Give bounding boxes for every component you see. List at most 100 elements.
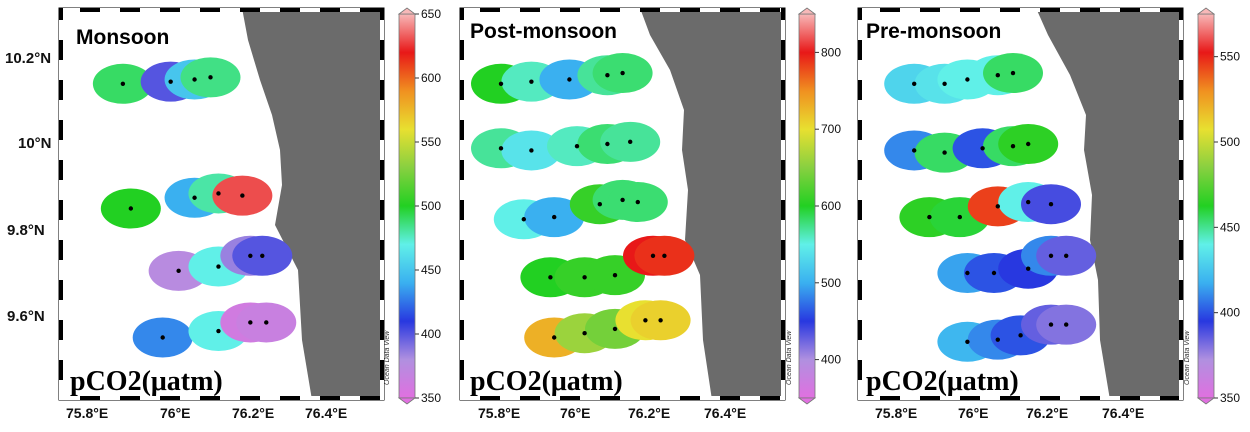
frame-ticks-left xyxy=(858,8,862,400)
colorbar-tick-label: 500 xyxy=(1220,135,1240,149)
colorbar: 650 600 550 500 450 400 350 xyxy=(397,7,441,405)
station-dot xyxy=(628,139,633,145)
station-dot xyxy=(521,217,526,222)
station-dot xyxy=(120,81,126,87)
map-panel-pre-monsoon: Pre-monsoon pCO2(μatm) 75.8°E 76°E 76.2°… xyxy=(857,7,1240,421)
colorbar-tick-label: 550 xyxy=(1220,50,1240,64)
station-dot xyxy=(260,253,265,258)
colorbar-tick-label: 650 xyxy=(421,7,441,21)
colorbar-tick-label: 350 xyxy=(421,391,441,405)
station-dot xyxy=(995,337,1000,342)
station-dot xyxy=(176,268,181,274)
odv-watermark: Ocean Data View xyxy=(786,330,793,385)
station-dot xyxy=(650,253,656,258)
lon-label-76.4: 76.4°E xyxy=(1102,405,1144,421)
colorbar: 550 500 450 400 350 xyxy=(1196,7,1240,405)
station-dot xyxy=(612,326,618,332)
lon-label-76.0: 76°E xyxy=(958,405,989,421)
station-dot xyxy=(620,197,625,203)
colorbar-gradient xyxy=(1197,13,1215,399)
frame-ticks-right xyxy=(380,8,384,400)
panel-title: Monsoon xyxy=(76,26,169,49)
lon-label-76.0: 76°E xyxy=(160,405,191,421)
coastline-land xyxy=(1036,8,1183,400)
station-dot xyxy=(942,81,947,87)
station-dot xyxy=(942,150,947,155)
colorbar-tick-label: 600 xyxy=(421,71,441,85)
colorbar-tick-label: 450 xyxy=(421,263,441,277)
station-dot xyxy=(612,272,618,278)
station-dot xyxy=(1026,266,1031,271)
station-dot xyxy=(192,77,197,82)
latitude-axis-labels: 10.2°N 10°N 9.8°N 9.6°N xyxy=(5,50,52,325)
colorbar-tick-label: 700 xyxy=(821,122,841,136)
frame-ticks-bottom xyxy=(59,396,384,400)
station-dot xyxy=(552,214,557,220)
station-dot xyxy=(160,335,165,340)
station-dot xyxy=(1064,322,1069,327)
lon-label-76.0: 76°E xyxy=(560,405,591,421)
lon-label-75.8: 75.8°E xyxy=(66,405,108,421)
station-dot xyxy=(168,79,173,84)
lon-label-75.8: 75.8°E xyxy=(875,405,917,421)
station-dot xyxy=(980,146,985,151)
station-dot xyxy=(574,143,580,149)
station-blobs xyxy=(471,53,695,358)
station-dot xyxy=(912,81,917,87)
parameter-label: pCO2(μatm) xyxy=(470,366,623,397)
colorbar-tick-label: 350 xyxy=(1220,391,1240,405)
colorbar: 800 700 600 500 400 xyxy=(797,7,841,405)
station-dot xyxy=(216,328,221,334)
lon-label-76.2: 76.2°E xyxy=(628,405,670,421)
frame-ticks-bottom xyxy=(858,396,1183,400)
lon-label-76.2: 76.2°E xyxy=(232,405,274,421)
frame-ticks-left xyxy=(59,8,63,400)
station-dot xyxy=(912,148,917,153)
colorbar-gradient xyxy=(798,13,816,399)
frame-ticks-top xyxy=(460,8,785,12)
station-dot xyxy=(264,320,269,325)
station-dot xyxy=(605,73,610,78)
station-dot xyxy=(216,191,221,196)
station-dot xyxy=(995,73,1000,78)
station-dot xyxy=(995,204,1000,209)
station-dot xyxy=(1018,333,1023,338)
frame-ticks-top xyxy=(59,8,384,12)
frame-ticks-bottom xyxy=(460,396,785,400)
station-dot xyxy=(216,264,221,269)
station-dot xyxy=(1026,199,1031,205)
station-dot xyxy=(643,318,648,323)
station-dot xyxy=(957,214,962,220)
station-dot xyxy=(582,275,587,280)
odv-watermark: Ocean Data View xyxy=(384,330,391,385)
station-dot xyxy=(620,70,625,76)
station-dot xyxy=(548,275,553,280)
station-dot xyxy=(1064,253,1069,258)
frame-ticks-right xyxy=(1179,8,1183,400)
map-panel-monsoon: Monsoon pCO2(μatm) 75.8°E 76°E 76.2°E 76… xyxy=(58,7,441,421)
colorbar-cap-top xyxy=(1196,7,1216,15)
frame-ticks-right xyxy=(781,8,785,400)
station-dot xyxy=(965,270,970,276)
colorbar-cap-bottom xyxy=(397,397,417,405)
station-dot xyxy=(658,318,663,323)
parameter-label-text: pCO2(μatm) xyxy=(866,366,1019,397)
odv-watermark: Ocean Data View xyxy=(1184,330,1191,385)
panel-title: Post-monsoon xyxy=(470,20,617,43)
colorbar-gradient xyxy=(398,13,416,399)
parameter-label: pCO2(μatm) xyxy=(70,366,223,397)
station-dot xyxy=(192,195,197,200)
station-dot xyxy=(635,199,640,205)
colorbar-tick-label: 450 xyxy=(1220,220,1240,234)
panel-title: Pre-monsoon xyxy=(866,20,1001,43)
lat-label-10.0: 10°N xyxy=(18,135,52,152)
station-dot xyxy=(248,320,253,325)
frame-ticks-left xyxy=(460,8,464,400)
station-dot xyxy=(1048,322,1054,327)
coastline-land xyxy=(242,8,384,400)
lon-label-75.8: 75.8°E xyxy=(478,405,520,421)
lon-label-76.4: 76.4°E xyxy=(305,405,347,421)
station-dot xyxy=(1026,141,1031,147)
colorbar-tick-label: 600 xyxy=(821,199,841,213)
